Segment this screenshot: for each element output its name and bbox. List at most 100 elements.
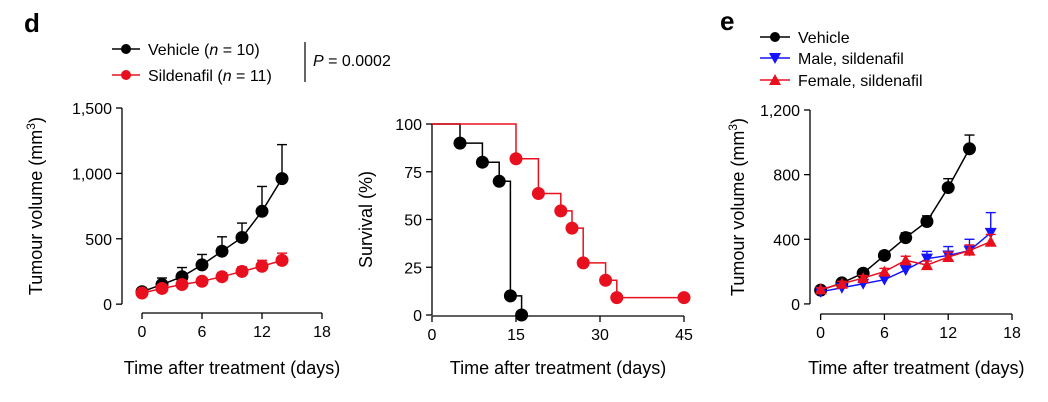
data-point-male-sildenafil <box>899 264 912 276</box>
legend-e-item-vehicle: Vehicle <box>760 30 850 47</box>
chart-tumour-d: 0 500 1,000 1,500 0 6 12 18 Time after treatment… <box>24 101 340 378</box>
data-point-sildenafil <box>554 204 568 218</box>
y-axis-label: Tumour volume (mm3) <box>24 117 46 295</box>
series-female-sildenafil <box>814 233 997 295</box>
y-tick-label: 0 <box>413 308 422 325</box>
data-point-female-sildenafil <box>857 272 870 284</box>
legend-d-item-vehicle: Vehicle (n = 10) <box>112 42 260 59</box>
y-tick-label: 0 <box>791 297 800 314</box>
x-tick-label: 30 <box>591 327 609 344</box>
data-point-vehicle <box>275 172 289 186</box>
data-point-vehicle <box>899 231 913 245</box>
data-point-sildenafil <box>175 278 189 292</box>
data-point-sildenafil <box>677 291 691 305</box>
data-point-sildenafil <box>509 152 523 166</box>
x-axis-label: Time after treatment (days) <box>808 358 1024 378</box>
legend-e-label-vehicle: Vehicle <box>798 30 850 47</box>
legend-e-marker-male <box>769 53 781 64</box>
series-sildenafil <box>135 252 289 300</box>
x-tick-label: 18 <box>1003 325 1021 342</box>
data-point-sildenafil <box>135 286 149 300</box>
y-tick-label: 500 <box>85 232 112 249</box>
data-point-sildenafil <box>155 281 169 295</box>
y-tick-label: 1,200 <box>760 103 800 120</box>
x-tick-label: 12 <box>253 324 271 341</box>
x-axis-label: Time after treatment (days) <box>450 358 666 378</box>
legend-d-label-vehicle: Vehicle (n = 10) <box>148 42 260 59</box>
x-tick-label: 12 <box>939 325 957 342</box>
legend-e: Vehicle Male, sildenafil Female, sildena… <box>760 30 923 90</box>
y-tick-label: 75 <box>404 165 422 182</box>
data-point-vehicle <box>492 174 506 188</box>
y-tick-label: 50 <box>404 213 422 230</box>
legend-d-item-sildenafil: Sildenafil (n = 11) <box>112 68 272 85</box>
y-tick-label: 25 <box>404 260 422 277</box>
data-point-female-sildenafil <box>942 251 955 263</box>
data-point-vehicle <box>215 244 229 258</box>
data-point-sildenafil <box>610 291 624 305</box>
series-sildenafil <box>432 123 691 305</box>
data-point-vehicle <box>515 308 529 322</box>
y-tick-label: 0 <box>103 297 112 314</box>
x-tick-label: 0 <box>428 327 437 344</box>
legend-e-marker-female <box>769 74 781 85</box>
y-tick-label: 100 <box>395 117 422 134</box>
data-point-female-sildenafil <box>920 259 933 271</box>
x-tick-label: 6 <box>198 324 207 341</box>
data-point-sildenafil <box>576 256 590 270</box>
x-tick-label: 0 <box>138 324 147 341</box>
panel-letter-d: d <box>24 8 40 38</box>
p-value-label: P = 0.0002 <box>313 53 391 70</box>
x-tick-label: 18 <box>313 324 331 341</box>
series-vehicle <box>814 134 976 297</box>
chart-tumour-e: 0 400 800 1,200 0 6 12 18 Time after treatment (… <box>726 103 1025 378</box>
data-point-sildenafil <box>195 274 209 288</box>
series-line-vehicle <box>820 148 971 291</box>
y-tick-label: 1,000 <box>72 166 112 183</box>
data-point-sildenafil <box>255 259 269 273</box>
data-point-vehicle <box>941 181 955 195</box>
data-point-female-sildenafil <box>835 277 848 289</box>
data-point-female-sildenafil <box>899 254 912 266</box>
y-axis-label: Survival (%) <box>356 171 376 268</box>
series-vehicle <box>135 143 289 299</box>
series-line-vehicle <box>141 178 283 293</box>
legend-e-label-male: Male, sildenafil <box>798 51 904 68</box>
y-tick-label: 800 <box>773 168 800 185</box>
data-point-sildenafil <box>235 264 249 278</box>
legend-d-marker-sildenafil <box>121 70 131 80</box>
data-point-female-sildenafil <box>984 235 997 247</box>
data-point-female-sildenafil <box>878 265 891 277</box>
series-vehicle <box>432 123 529 322</box>
legend-e-item-male: Male, sildenafil <box>760 51 904 68</box>
data-point-sildenafil <box>531 187 545 201</box>
data-point-male-sildenafil <box>984 227 997 239</box>
data-point-vehicle <box>920 215 934 229</box>
y-axis-label: Tumour volume (mm3) <box>726 118 748 296</box>
data-point-vehicle <box>453 136 467 150</box>
chart-survival-d: 0 25 50 75 100 0 15 30 45 Time after treatment (d… <box>356 117 693 378</box>
data-point-sildenafil <box>599 273 613 287</box>
survival-line-vehicle <box>432 123 523 315</box>
x-axis-label: Time after treatment (days) <box>124 358 340 378</box>
x-tick-label: 6 <box>880 325 889 342</box>
x-tick-label: 45 <box>675 327 693 344</box>
data-point-female-sildenafil <box>963 244 976 256</box>
data-point-sildenafil <box>275 253 289 267</box>
data-point-vehicle <box>195 258 209 272</box>
panel-letter-e: e <box>720 6 734 36</box>
x-tick-label: 15 <box>507 327 525 344</box>
data-point-male-sildenafil <box>878 274 891 286</box>
data-point-sildenafil <box>565 221 579 235</box>
legend-e-label-female: Female, sildenafil <box>798 73 923 90</box>
data-point-vehicle <box>503 289 517 303</box>
y-tick-label: 1,500 <box>72 101 112 118</box>
data-point-vehicle <box>235 230 249 244</box>
data-point-sildenafil <box>215 270 229 284</box>
legend-e-item-female: Female, sildenafil <box>760 73 923 90</box>
legend-d-label-sildenafil: Sildenafil (n = 11) <box>148 68 272 85</box>
data-point-vehicle <box>877 248 891 262</box>
legend-e-marker-vehicle <box>770 32 780 42</box>
data-point-vehicle <box>962 142 976 156</box>
